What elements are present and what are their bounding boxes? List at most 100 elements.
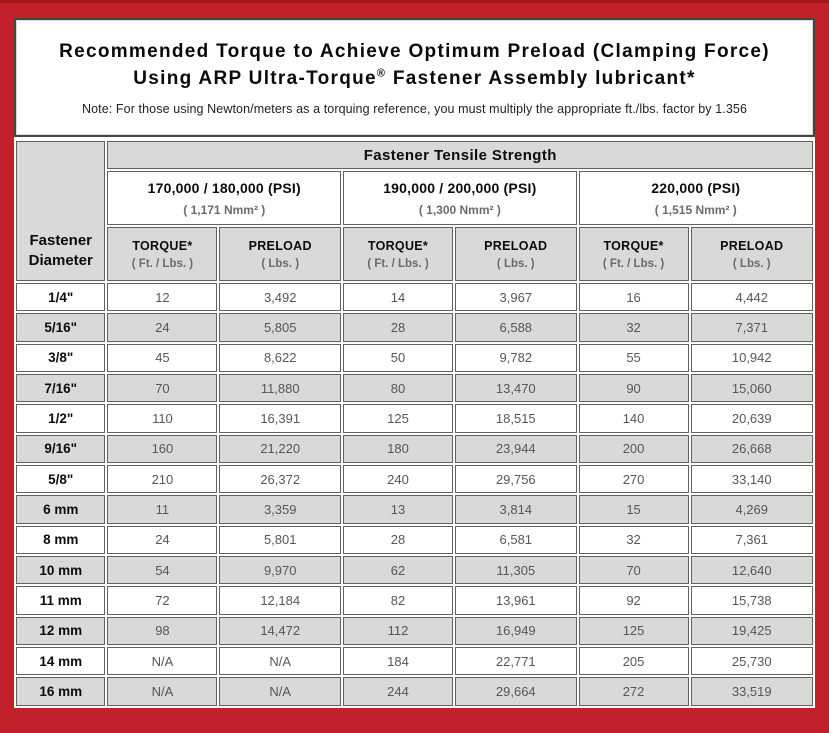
nmm-label: ( 1,171 Nmm² )	[183, 202, 266, 217]
torque-table: Fastener Diameter Fastener Tensile Stren…	[14, 139, 815, 708]
value-cell: 244	[343, 677, 453, 706]
value-cell: 23,944	[454, 434, 577, 464]
value-cell: 200	[578, 434, 689, 464]
value-cell: 29,664	[454, 677, 577, 706]
value-cell: 12,184	[219, 586, 342, 615]
column-unit: ( Lbs. )	[732, 257, 771, 270]
value-cell: 140	[578, 404, 689, 433]
title-line-1: Recommended Torque to Achieve Optimum Pr…	[59, 40, 770, 62]
registered-trademark-symbol: ®	[376, 67, 387, 80]
value-cell: 180	[343, 434, 453, 464]
value-cell: 5,801	[219, 525, 342, 555]
column-unit: ( Ft. / Lbs. )	[367, 257, 429, 270]
diameter-cell: 1/4"	[16, 283, 106, 312]
table-row: 8 mm 24 5,801 28 6,581 32 7,361	[16, 525, 813, 555]
value-cell: 98	[107, 616, 218, 646]
value-cell: 4,269	[690, 495, 813, 524]
value-cell: 160	[107, 434, 218, 464]
nmm-label: ( 1,515 Nmm² )	[654, 202, 737, 217]
value-cell: 4,442	[690, 283, 813, 312]
value-cell: N/A	[107, 677, 218, 706]
value-cell: 28	[343, 313, 453, 342]
value-cell: 210	[107, 465, 218, 494]
value-cell: 26,668	[690, 434, 813, 464]
table-row: 1/4" 12 3,492 14 3,967 16 4,442	[16, 283, 813, 312]
table-row: 5/8" 210 26,372 240 29,756 270 33,140	[16, 465, 813, 494]
title-line-2: Using ARP Ultra-Torque® Fastener Assembl…	[133, 66, 695, 93]
value-cell: 15,060	[690, 374, 813, 403]
value-cell: 125	[578, 616, 689, 646]
value-cell: 33,140	[690, 465, 813, 494]
psi-label: 220,000 (PSI)	[651, 179, 741, 196]
value-cell: 21,220	[219, 434, 342, 464]
value-cell: 9,970	[219, 556, 342, 585]
value-cell: 70	[107, 374, 218, 403]
value-cell: 24	[107, 313, 218, 342]
column-label: PRELOAD	[484, 238, 548, 253]
table-row: 12 mm 98 14,472 112 16,949 125 19,425	[16, 616, 813, 646]
value-cell: 24	[107, 525, 218, 555]
table-row: 3/8" 45 8,622 50 9,782 55 10,942	[16, 343, 813, 373]
column-label: PRELOAD	[248, 238, 312, 253]
value-cell: 32	[578, 313, 689, 342]
value-cell: N/A	[219, 677, 342, 706]
column-label: TORQUE*	[367, 238, 429, 253]
tensile-strength-row: Fastener Diameter Fastener Tensile Stren…	[16, 141, 813, 281]
diameter-cell: 6 mm	[16, 495, 106, 524]
value-cell: 33,519	[690, 677, 813, 706]
table-row: 11 mm 72 12,184 82 13,961 92 15,738	[16, 586, 813, 615]
value-cell: N/A	[219, 647, 342, 676]
value-cell: 90	[578, 374, 689, 403]
diameter-cell: 5/8"	[16, 465, 106, 494]
column-unit: ( Ft. / Lbs. )	[602, 257, 665, 270]
torque-column-header-1: TORQUE* ( Ft. / Lbs. )	[107, 227, 218, 281]
diameter-cell: 16 mm	[16, 677, 106, 706]
title-panel: Recommended Torque to Achieve Optimum Pr…	[14, 18, 815, 137]
value-cell: 112	[343, 616, 453, 646]
value-cell: 7,361	[690, 525, 813, 555]
value-cell: 110	[107, 404, 218, 433]
value-cell: 6,588	[454, 313, 577, 342]
nmm-label: ( 1,300 Nmm² )	[418, 202, 501, 217]
value-cell: 125	[343, 404, 453, 433]
value-cell: 62	[343, 556, 453, 585]
value-cell: 55	[578, 343, 689, 373]
value-cell: 72	[107, 586, 218, 615]
value-cell: 9,782	[454, 343, 577, 373]
value-cell: 3,492	[219, 283, 342, 312]
value-cell: 14,472	[219, 616, 342, 646]
value-cell: 20,639	[690, 404, 813, 433]
value-cell: 5,805	[219, 313, 342, 342]
tensile-strength-header: Fastener Tensile Strength	[107, 141, 813, 169]
value-cell: 240	[343, 465, 453, 494]
value-cell: 6,581	[454, 525, 577, 555]
value-cell: 12,640	[690, 556, 813, 585]
value-cell: 272	[578, 677, 689, 706]
value-cell: 13,470	[454, 374, 577, 403]
diameter-cell: 14 mm	[16, 647, 106, 676]
value-cell: 50	[343, 343, 453, 373]
value-cell: N/A	[107, 647, 218, 676]
psi-label: 170,000 / 180,000 (PSI)	[147, 179, 301, 196]
value-cell: 15,738	[690, 586, 813, 615]
value-cell: 10,942	[690, 343, 813, 373]
value-cell: 8,622	[219, 343, 342, 373]
column-header-row: TORQUE* ( Ft. / Lbs. ) PRELOAD ( Lbs. ) …	[16, 227, 813, 281]
value-cell: 70	[578, 556, 689, 585]
diameter-cell: 9/16"	[16, 434, 106, 464]
value-cell: 205	[578, 647, 689, 676]
diameter-cell: 3/8"	[16, 343, 106, 373]
strength-group-190-200: 190,000 / 200,000 (PSI) ( 1,300 Nmm² )	[343, 171, 577, 225]
preload-column-header-1: PRELOAD ( Lbs. )	[219, 227, 342, 281]
column-unit: ( Ft. / Lbs. )	[131, 257, 194, 270]
value-cell: 11,305	[454, 556, 577, 585]
value-cell: 3,967	[454, 283, 577, 312]
value-cell: 26,372	[219, 465, 342, 494]
diameter-cell: 11 mm	[16, 586, 106, 615]
value-cell: 16	[578, 283, 689, 312]
content-area: Recommended Torque to Achieve Optimum Pr…	[14, 18, 815, 708]
value-cell: 13	[343, 495, 453, 524]
diameter-cell: 5/16"	[16, 313, 106, 342]
fastener-diameter-header: Fastener Diameter	[16, 141, 106, 281]
